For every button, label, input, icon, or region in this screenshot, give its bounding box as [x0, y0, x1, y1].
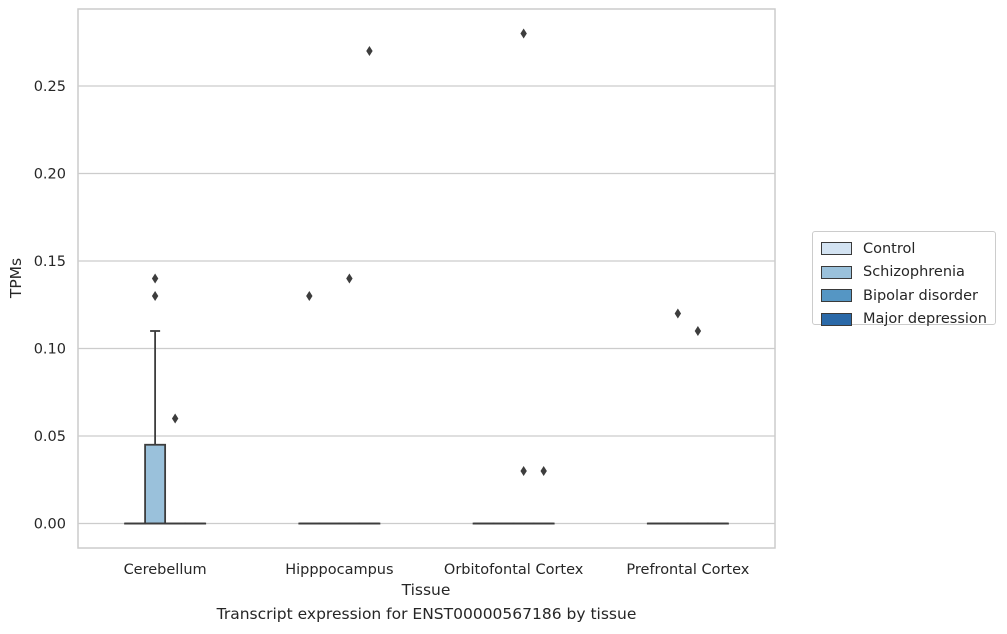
legend: Control Schizophrenia Bipolar disorder Majo… [812, 231, 996, 327]
legend-item: Schizophrenia [821, 261, 987, 285]
gridlines [78, 85, 775, 525]
figure-caption: Transcript expression for ENST0000056718… [216, 605, 637, 623]
legend-label: Schizophrenia [863, 264, 965, 281]
y-tick-label: 0.25 [34, 79, 66, 95]
plot-frame [77, 8, 776, 549]
outlier-point [151, 273, 159, 284]
legend-swatch [821, 242, 852, 256]
legend-swatch [821, 289, 852, 303]
boxes [124, 330, 729, 525]
y-tick-label: 0.20 [34, 167, 66, 183]
outlier-point [366, 46, 373, 56]
legend-item: Major depression [821, 308, 987, 332]
outlier-point [306, 291, 313, 301]
outlier-points [151, 28, 702, 476]
x-tick-labels: Cerebellum Hipppocampus Orbitofontal Corte… [124, 562, 750, 578]
y-tick-label: 0.15 [34, 254, 66, 270]
plot-border [77, 8, 776, 549]
y-tick-label: 0.05 [34, 429, 66, 445]
legend-label: Bipolar disorder [863, 287, 978, 304]
box-schizophrenia [144, 330, 167, 525]
x-tick-label: Orbitofontal Cortex [444, 562, 584, 578]
outlier-point [151, 291, 159, 301]
outlier-point [540, 466, 547, 476]
y-tick-label: 0.10 [34, 342, 66, 358]
box-body [144, 443, 167, 525]
legend-item: Bipolar disorder [821, 284, 987, 308]
legend-label: Major depression [863, 311, 987, 328]
outlier-point [674, 308, 682, 319]
y-tick-label: 0.00 [34, 517, 66, 533]
legend-swatch [821, 265, 852, 279]
x-tick-label: Hipppocampus [285, 562, 393, 578]
outlier-point [694, 326, 702, 336]
legend-swatch [821, 312, 852, 326]
outlier-point [520, 28, 527, 39]
y-axis-label: TPMs [7, 258, 25, 299]
x-tick-label: Cerebellum [124, 562, 207, 578]
x-axis-label: Tissue [401, 581, 451, 599]
outlier-point [171, 413, 179, 424]
legend-label: Control [863, 240, 916, 257]
legend-item: Control [821, 237, 987, 261]
y-tick-labels: 0.00 0.05 0.10 0.15 0.20 0.25 [34, 79, 66, 533]
outlier-point [346, 273, 353, 284]
outlier-point [520, 466, 527, 476]
x-tick-label: Prefrontal Cortex [626, 562, 749, 578]
